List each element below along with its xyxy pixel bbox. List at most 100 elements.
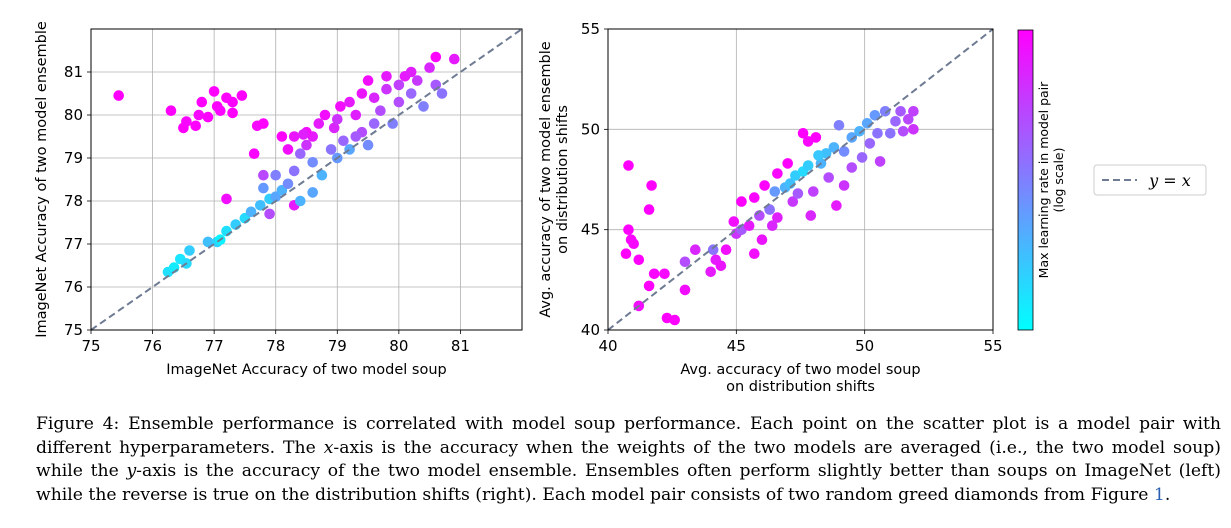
scatter-point — [854, 126, 865, 137]
scatter-point — [736, 196, 747, 207]
caption-text-2: -axis is the accuracy when the weights o… — [36, 437, 1221, 482]
x-axis-label: ImageNet Accuracy of two model soup — [166, 362, 446, 378]
scatter-point — [679, 256, 691, 268]
scatter-point — [335, 101, 346, 112]
x-axis-label: on distribution shifts — [726, 379, 875, 395]
scatter-point — [643, 204, 655, 215]
scatter-point — [196, 96, 208, 108]
y-tick-label: 55 — [581, 20, 600, 38]
scatter-point — [344, 96, 355, 108]
legend-box — [1093, 164, 1207, 196]
scatter-point — [728, 216, 740, 227]
scatter-point — [356, 88, 368, 99]
scatter-point — [298, 129, 309, 140]
scatter-point — [813, 150, 824, 161]
scatter-point — [202, 236, 214, 248]
scatter-point — [764, 204, 775, 215]
scatter-point — [633, 254, 645, 266]
scatter-point — [328, 122, 340, 134]
scatter-point — [838, 180, 850, 191]
left-scatter-plot: 75 76 77 78 79 80 81 75 76 77 78 79 80 81 ImageNet Acc… — [34, 21, 523, 378]
scatter-point — [623, 224, 634, 235]
scatter-point — [838, 146, 850, 157]
x-tick-label: 77 — [205, 337, 224, 355]
scatter-point — [620, 248, 632, 259]
scatter-point — [316, 169, 328, 181]
scatter-point — [449, 53, 460, 65]
scatter-point — [749, 192, 760, 203]
caption-figure-ref[interactable]: 1 — [1153, 484, 1165, 505]
scatter-point — [810, 132, 822, 143]
scatter-point — [890, 116, 901, 127]
scatter-point — [221, 193, 232, 205]
scatter-point — [707, 244, 719, 255]
scatter-point — [872, 128, 883, 139]
scatter-point — [895, 106, 906, 117]
scatter-point — [623, 160, 634, 171]
scatter-point — [350, 131, 362, 142]
caption-prefix: Figure 4: — [36, 414, 120, 434]
scatter-point — [787, 196, 799, 207]
scatter-point — [258, 169, 269, 181]
x-tick-label: 75 — [81, 337, 100, 355]
scatter-point — [715, 260, 727, 272]
scatter-point — [705, 266, 716, 278]
scatter-point — [782, 158, 793, 169]
scatter-point — [405, 88, 417, 99]
scatter-point — [313, 118, 325, 129]
scatter-point — [208, 86, 220, 97]
scatter-point — [375, 105, 386, 116]
plot-frame — [90, 28, 523, 331]
scatter-point — [424, 62, 435, 73]
y-tick-label: 78 — [64, 192, 83, 210]
scatter-point — [833, 120, 845, 131]
y-tick-label: 45 — [581, 221, 600, 239]
scatter-point — [792, 188, 804, 199]
scatter-point — [690, 244, 701, 255]
scatter-point — [368, 92, 380, 104]
y-tick-label: 40 — [581, 321, 600, 339]
scatter-point — [295, 195, 306, 207]
scatter-point — [749, 248, 760, 259]
y-tick-label: 80 — [64, 106, 83, 124]
scatter-point — [772, 212, 783, 223]
scatter-point — [903, 114, 914, 125]
x-tick-label: 80 — [389, 337, 408, 355]
scatter-point — [759, 180, 770, 191]
x-tick-label: 79 — [328, 337, 347, 355]
scatter-point — [325, 144, 337, 155]
scatter-point — [264, 208, 275, 220]
scatter-point — [307, 187, 319, 198]
y-tick-label: 75 — [64, 321, 83, 339]
figure: 75 76 77 78 79 80 81 75 76 77 78 79 80 81 ImageNet Acc… — [34, 20, 1207, 395]
plot-background-0 — [91, 29, 522, 330]
scatter-point — [276, 131, 288, 142]
x-tick-label: 40 — [598, 337, 617, 355]
caption-text-3: -axis is the accuracy of the two model e… — [36, 461, 1221, 505]
x-axis-label: Avg. accuracy of two model soup — [680, 362, 920, 378]
scatter-point — [648, 268, 660, 280]
scatter-point — [679, 284, 691, 296]
legend-label: y = x — [1148, 171, 1191, 190]
scatter-point — [846, 132, 858, 143]
scatter-point — [288, 131, 300, 142]
scatter-point — [418, 101, 429, 112]
figure-caption: Figure 4: Ensemble performance is correl… — [36, 413, 1221, 507]
scatter-point — [646, 180, 657, 191]
scatter-point — [767, 220, 778, 231]
scatter-point — [301, 139, 312, 151]
scatter-point — [720, 244, 732, 255]
x-tick-label: 76 — [143, 337, 162, 355]
y-tick-label: 77 — [64, 235, 83, 253]
scatter-point — [193, 109, 205, 121]
scatter-point — [908, 106, 919, 117]
scatter-point — [258, 118, 269, 129]
scatter-point — [165, 105, 177, 116]
scatter-point — [769, 186, 781, 197]
y-tick-label: 76 — [64, 278, 83, 296]
scatter-point — [628, 238, 639, 249]
scatter-point — [405, 66, 417, 78]
scatter-point — [743, 220, 755, 231]
scatter-point — [756, 234, 768, 245]
scatter-point — [282, 178, 294, 190]
